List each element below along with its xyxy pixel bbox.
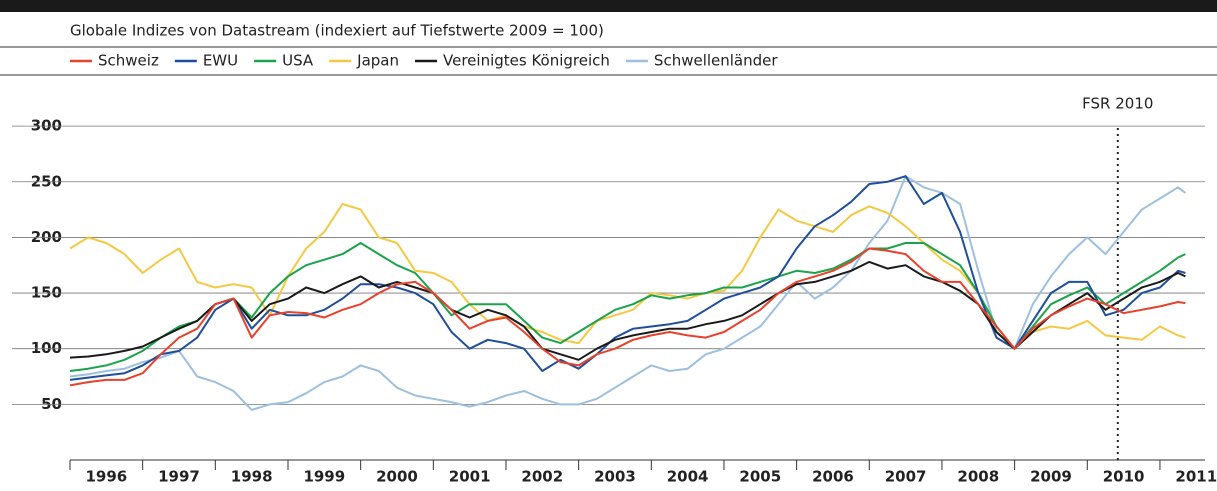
legend-label: EWU <box>203 52 238 70</box>
x-tick-label: 2005 <box>739 468 781 486</box>
x-tick-label: 2001 <box>449 468 491 486</box>
legend-label: Schwellenländer <box>654 52 778 70</box>
y-tick-label: 250 <box>31 172 62 190</box>
x-tick-label: 2010 <box>1103 468 1145 486</box>
y-tick-label: 50 <box>41 395 62 413</box>
y-tick-label: 300 <box>31 117 62 135</box>
series-line <box>69 203 1186 350</box>
x-tick-label: 2008 <box>957 468 999 486</box>
series-line <box>69 247 1186 387</box>
legend-label: Japan <box>356 52 399 70</box>
x-tick-label: 2004 <box>667 468 709 486</box>
x-tick-label: 1997 <box>158 468 200 486</box>
x-tick-label: 2003 <box>594 468 636 486</box>
y-tick-label: 200 <box>31 228 62 246</box>
x-tick-label: 2006 <box>812 468 854 486</box>
legend-label: Schweiz <box>98 52 159 70</box>
top-bar <box>0 0 1217 12</box>
x-tick-label: 1999 <box>303 468 345 486</box>
legend-label: Vereinigtes Königreich <box>443 52 610 70</box>
y-tick-label: 150 <box>31 284 62 302</box>
x-tick-label: 2007 <box>885 468 927 486</box>
y-tick-label: 100 <box>31 339 62 357</box>
series-line <box>69 175 1186 381</box>
subtitle: Globale Indizes von Datastream (indexier… <box>70 22 604 40</box>
x-tick-label: 2002 <box>521 468 563 486</box>
x-tick-label: 1996 <box>85 468 127 486</box>
series-line <box>69 260 1186 361</box>
x-tick-label: 2000 <box>376 468 418 486</box>
annotation-label: FSR 2010 <box>1082 95 1153 113</box>
legend-label: USA <box>282 52 314 70</box>
x-tick-label: 2009 <box>1030 468 1072 486</box>
x-tick-label: 1998 <box>231 468 273 486</box>
x-tick-label: 2011 <box>1175 468 1217 486</box>
